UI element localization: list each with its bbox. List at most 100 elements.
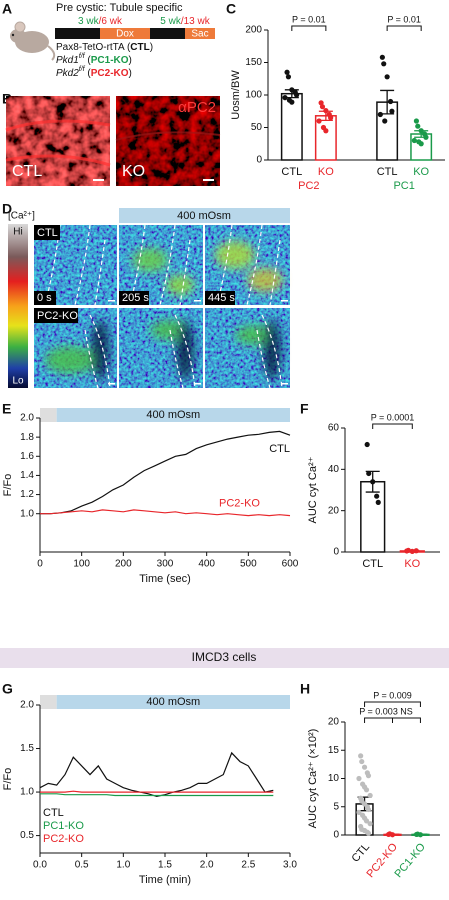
start-label: 3 wk/6 wk xyxy=(78,16,123,27)
mouse-icon xyxy=(10,21,56,61)
x-tick-label: 2.0 xyxy=(200,860,214,871)
pre-stimulus-band xyxy=(40,408,57,422)
data-point xyxy=(282,95,288,101)
sac-period xyxy=(185,28,215,39)
stimulus-label: 400 mOsm xyxy=(146,409,200,421)
y-tick-label: 1.8 xyxy=(20,432,34,443)
y-tick-label: 60 xyxy=(328,423,340,434)
panel-letter: G xyxy=(2,681,13,697)
genotype-group: PC2-KO xyxy=(91,68,129,79)
data-point xyxy=(389,832,396,838)
allele: f/f xyxy=(79,53,86,60)
stimulus-label: 400 mOsm xyxy=(177,210,231,222)
y-tick-label: 1.0 xyxy=(20,787,34,798)
micrograph xyxy=(6,96,110,186)
banner xyxy=(0,648,449,668)
data-point xyxy=(366,470,372,477)
y-tick-label: 40 xyxy=(328,464,340,475)
data-point xyxy=(365,773,372,779)
y-tick-label: 2.0 xyxy=(20,700,34,711)
data-point xyxy=(374,493,380,499)
x-tick-label: 600 xyxy=(282,559,299,570)
image-label: CTL xyxy=(12,163,42,180)
significance-bracket xyxy=(291,25,327,31)
image-label: KO xyxy=(122,163,145,180)
end-age: 5 wk xyxy=(160,16,182,27)
legend-label: PC1-KO xyxy=(43,820,84,832)
y-axis-label: F/Fo xyxy=(2,768,14,791)
x-tick-label: CTL xyxy=(281,166,302,178)
data-point xyxy=(318,100,324,106)
data-point xyxy=(365,830,372,836)
end-age: /13 wk xyxy=(181,16,211,27)
stimulus-band xyxy=(56,695,290,709)
data-point xyxy=(418,141,424,147)
x-axis-label: Time (min) xyxy=(139,874,191,886)
y-tick-label: 0 xyxy=(256,155,262,166)
significance-label: P = 0.0001 xyxy=(371,412,415,422)
time-label: 0 s xyxy=(37,292,52,304)
start-age: 3 wk xyxy=(78,16,100,27)
data-point xyxy=(284,69,290,75)
y-tick-label: 1.6 xyxy=(20,451,34,462)
data-point xyxy=(418,128,424,134)
data-point xyxy=(382,118,388,124)
dox-label: Dox xyxy=(116,29,134,40)
data-point xyxy=(411,137,417,144)
time-label: 445 s xyxy=(208,292,235,304)
row-label: PC2-KO xyxy=(37,310,78,322)
data-point xyxy=(384,74,390,80)
data-point xyxy=(361,764,368,770)
data-point xyxy=(417,832,424,838)
data-point xyxy=(381,61,387,67)
data-point xyxy=(413,118,420,124)
x-tick-label: 0.0 xyxy=(33,860,47,871)
data-point xyxy=(285,74,292,80)
data-point xyxy=(377,111,383,118)
genotype-text: Pax8-TetO-rtTA ( xyxy=(56,42,131,53)
data-point xyxy=(389,108,395,114)
staining: CTL KO αPC2 xyxy=(5,96,221,186)
x-tick-label: 2.5 xyxy=(241,860,255,871)
y-axis-label: AUC cyt Ca²⁺ xyxy=(307,456,319,523)
x-tick-label: KO xyxy=(404,558,420,570)
data-point xyxy=(323,128,329,134)
data-point xyxy=(379,54,385,60)
sac-label: Sac xyxy=(191,29,208,40)
data-point xyxy=(364,441,370,448)
panel-letter: H xyxy=(300,681,310,697)
y-tick-label: 100 xyxy=(245,90,262,101)
series-line xyxy=(40,509,291,517)
genotype: Pkd2f/f (PC2-KO) xyxy=(56,66,132,79)
start-age: /6 wk xyxy=(99,16,123,27)
data-point xyxy=(289,99,295,105)
schema-title: Pre cystic: Tubule specific xyxy=(56,2,183,14)
data-point xyxy=(316,118,322,124)
row-label: CTL xyxy=(37,227,58,239)
data-point xyxy=(365,806,372,813)
significance-bracket xyxy=(364,717,393,723)
panel-letter: D xyxy=(2,201,12,217)
y-tick-label: 200 xyxy=(245,25,262,36)
genotype-text: ) xyxy=(150,42,153,53)
y-tick-label: 10 xyxy=(328,773,340,784)
y-tick-label: 0.5 xyxy=(20,830,34,841)
y-tick-label: 20 xyxy=(328,505,340,516)
genotype-text: ( xyxy=(85,68,92,79)
data-point xyxy=(358,753,364,759)
data-point xyxy=(363,818,370,824)
x-tick-label: 1.5 xyxy=(158,860,172,871)
dox-period xyxy=(100,28,150,39)
significance-label: NS xyxy=(400,706,413,716)
genotype-text: ) xyxy=(129,55,132,66)
panel-letter: C xyxy=(226,1,236,17)
y-tick-label: 1.5 xyxy=(20,743,34,754)
genotype-group: CTL xyxy=(130,42,149,53)
banner-label: IMCD3 cells xyxy=(192,650,257,664)
genotype-text: ( xyxy=(85,55,92,66)
stimulus-band xyxy=(119,208,290,223)
y-tick-label: 1.0 xyxy=(20,508,34,519)
significance-label: P = 0.01 xyxy=(292,14,326,24)
colorbar-hi: Hi xyxy=(13,227,22,238)
genotype-group: PC1-KO xyxy=(91,55,129,66)
